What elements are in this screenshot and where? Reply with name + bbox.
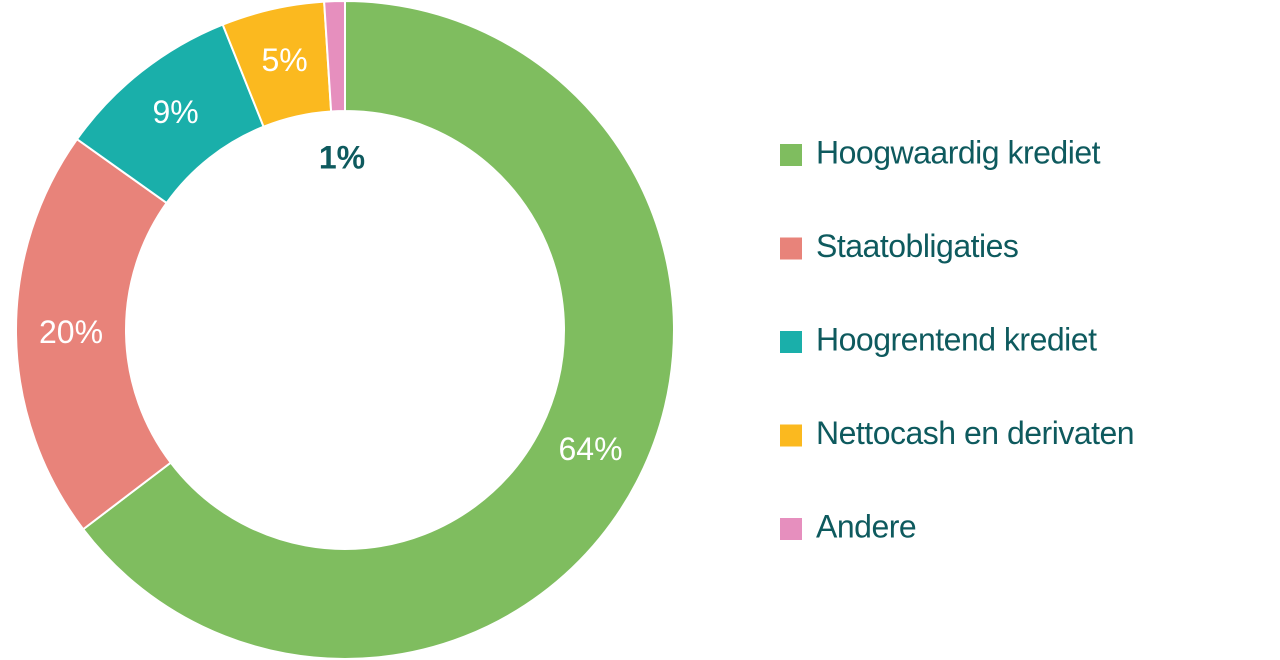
data-label: 9%	[152, 94, 198, 130]
legend-swatch	[780, 518, 802, 540]
data-label: 64%	[558, 431, 622, 467]
donut-segment	[323, 0, 346, 113]
legend-swatch	[780, 144, 802, 166]
legend-swatch	[780, 237, 802, 260]
legend-label: Hoogwaardig krediet	[816, 134, 1101, 170]
legend-label: Staatobligaties	[816, 228, 1018, 264]
legend-label: Andere	[816, 508, 916, 544]
data-label: 20%	[39, 314, 103, 350]
legend-swatch	[780, 424, 802, 447]
legend-label: Nettocash en derivaten	[816, 415, 1134, 451]
donut-segment	[15, 137, 173, 531]
legend-label: Hoogrentend krediet	[816, 321, 1097, 357]
data-label: 1%	[319, 139, 365, 175]
donut-segment	[81, 0, 675, 660]
data-label: 5%	[262, 42, 308, 78]
legend-swatch	[780, 331, 802, 353]
